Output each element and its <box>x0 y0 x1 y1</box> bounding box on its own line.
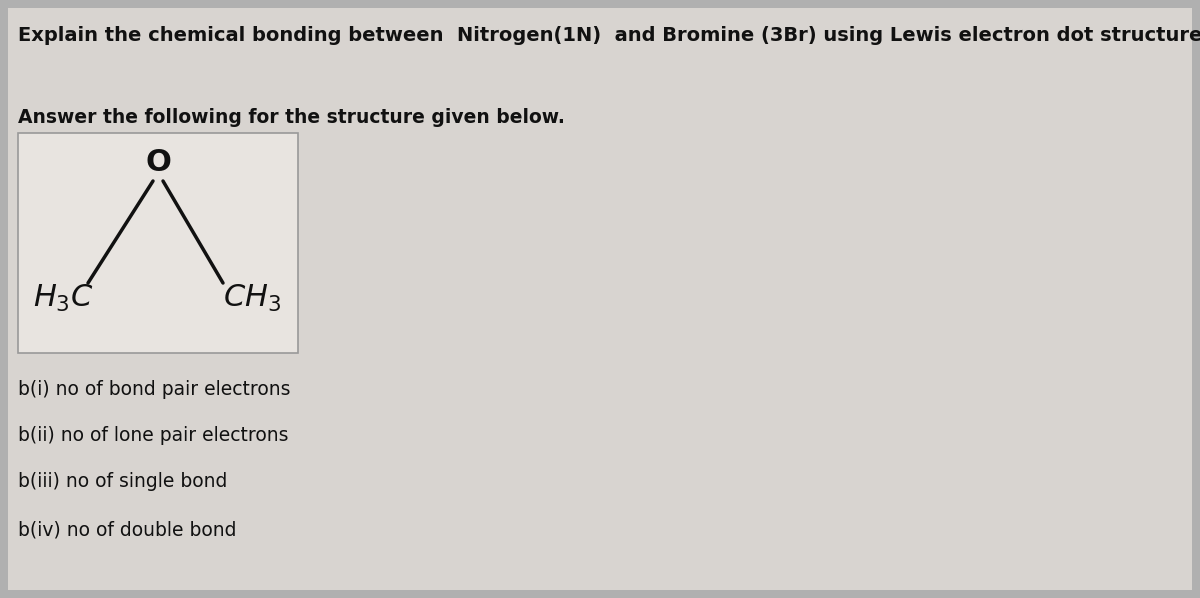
Text: b(iv) no of double bond: b(iv) no of double bond <box>18 520 236 539</box>
Text: $H_3C$: $H_3C$ <box>32 282 94 313</box>
Text: O: O <box>145 148 170 178</box>
Text: b(i) no of bond pair electrons: b(i) no of bond pair electrons <box>18 380 290 399</box>
Text: b(iii) no of single bond: b(iii) no of single bond <box>18 472 227 491</box>
Bar <box>18 133 298 353</box>
Text: Answer the following for the structure given below.: Answer the following for the structure g… <box>18 108 565 127</box>
Text: Explain the chemical bonding between  Nitrogen(1N)  and Bromine (3Br) using Lewi: Explain the chemical bonding between Nit… <box>18 26 1200 45</box>
Text: $CH_3$: $CH_3$ <box>223 282 281 313</box>
Text: b(ii) no of lone pair electrons: b(ii) no of lone pair electrons <box>18 426 288 445</box>
